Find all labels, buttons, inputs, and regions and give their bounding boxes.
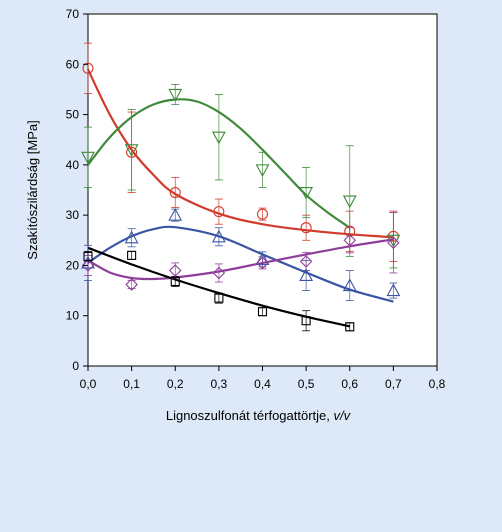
data-point-diamond [299,255,313,268]
error-bar [302,310,311,332]
y-tick-label: 20 [66,258,80,272]
data-point-triangle-down [124,144,139,157]
x-axis-unit: v/v [334,408,352,423]
y-tick-label: 40 [66,158,80,172]
data-point-triangle-down [211,131,226,145]
data-point-diamond [343,234,357,247]
data-point-circle [256,208,269,220]
x-tick-label: 0,4 [254,377,271,391]
x-tick-label: 0,3 [211,377,228,391]
data-point-square [345,322,355,332]
data-point-triangle-down [81,151,95,165]
error-bar [345,227,354,254]
y-tick-label: 70 [66,7,80,21]
error-bar [214,198,223,225]
data-point-square [301,316,311,326]
data-point-circle [300,222,312,234]
error-bar [345,270,354,302]
x-tick-label: 0,6 [341,377,358,391]
data-point-triangle-up [342,278,357,292]
error-bar [258,151,267,188]
data-point-triangle-up [124,230,139,244]
data-point-diamond [387,236,400,250]
data-point-diamond [256,256,269,270]
data-point-circle [82,62,94,74]
error-bar [214,94,223,181]
y-tick-label: 50 [66,108,80,122]
data-point-triangle-up [386,283,401,297]
error-bar [214,292,223,304]
data-point-triangle-down [255,164,270,178]
data-markers [81,62,401,332]
y-axis-label: Szakítószilárdság [MPa] [25,120,40,259]
x-tick-label: 0,8 [429,377,446,391]
error-bar [302,166,311,219]
fit-curve-circle [87,68,394,239]
data-point-square [214,293,224,303]
data-point-circle [344,225,356,237]
error-bar [84,126,92,188]
data-point-triangle-up [255,252,270,265]
y-tick-label: 30 [66,208,80,222]
data-point-diamond [81,259,95,272]
error-bar [389,212,398,274]
y-axis-ticks: 0 10 20 30 40 50 60 70 [66,7,88,373]
data-point-triangle-down [299,186,314,200]
error-bar [84,42,92,94]
data-point-square [170,276,180,287]
x-axis-label: Lignoszulfonát térfogattörtje, v/v [166,408,352,423]
x-tick-label: 0,0 [80,377,97,391]
data-point-diamond [168,264,182,277]
error-bar [171,177,180,209]
data-point-diamond [212,266,226,280]
data-point-triangle-down [342,195,357,209]
data-point-triangle-up [299,268,314,282]
error-bar [127,109,136,191]
error-bar [258,207,267,221]
fit-curve-triangle-up [87,225,394,303]
data-point-triangle-up [211,229,226,243]
data-point-circle [126,146,138,158]
x-tick-label: 0,1 [123,377,140,391]
data-point-triangle-down [168,88,183,102]
data-point-diamond [125,278,138,291]
data-point-circle [213,206,225,218]
y-tick-label: 0 [72,359,79,373]
fit-curve-diamond [87,238,394,281]
x-tick-label: 0,5 [298,377,315,391]
data-point-circle [169,186,181,199]
data-point-square [127,250,137,260]
error-bar [127,280,136,289]
data-point-square [83,251,93,261]
data-point-square [257,307,268,317]
x-tick-label: 0,2 [167,377,184,391]
x-axis-ticks: 0,0 0,1 0,2 0,3 0,4 0,5 0,6 0,7 0,8 [80,366,446,391]
data-point-triangle-up [168,207,183,221]
y-tick-label: 60 [66,57,80,71]
x-tick-label: 0,7 [385,377,402,391]
y-tick-label: 10 [66,309,80,323]
